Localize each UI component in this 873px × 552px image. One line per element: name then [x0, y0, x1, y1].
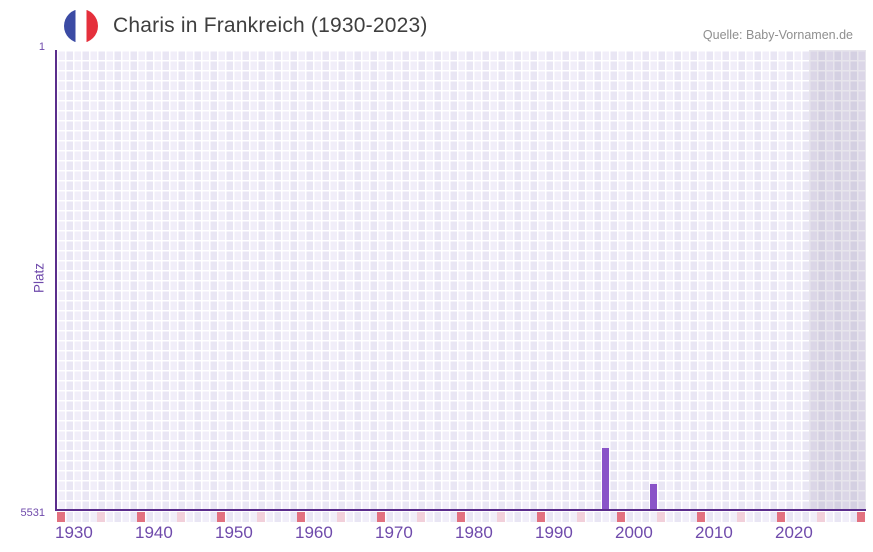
tick-strip-cell-2005: [657, 512, 665, 522]
x-tick-label-1990: 1990: [535, 523, 573, 542]
y-tick-min: 5531: [20, 507, 45, 519]
tick-strip-cell-1970: [377, 512, 385, 522]
x-tick-label-2020: 2020: [775, 523, 813, 542]
tick-strip-cell-2025: [817, 512, 825, 522]
rank-bar-2004[interactable]: [649, 483, 657, 510]
x-tick-label-1970: 1970: [375, 523, 413, 542]
x-tick-label-1980: 1980: [455, 523, 493, 542]
tick-strip-cell-2030: [857, 512, 865, 522]
tick-strip-cell-2010: [697, 512, 705, 522]
tick-strip-cell-1960: [297, 512, 305, 522]
rank-bar-1998[interactable]: [601, 447, 609, 510]
plot-area: [57, 50, 866, 510]
x-tick-label-1950: 1950: [215, 523, 253, 542]
tick-strip-cell-1965: [337, 512, 345, 522]
tick-strip-cell-1985: [497, 512, 505, 522]
x-axis-line: [55, 509, 866, 511]
tick-strip-cell-1940: [137, 512, 145, 522]
tick-strip-cell-1995: [577, 512, 585, 522]
x-tick-label-1940: 1940: [135, 523, 173, 542]
tick-strip-cell-1990: [537, 512, 545, 522]
france-flag-icon: [64, 9, 98, 43]
tick-strip-cell-2020: [777, 512, 785, 522]
tick-strip: [57, 512, 866, 522]
x-tick-label-2010: 2010: [695, 523, 733, 542]
x-tick-label-1930: 1930: [55, 523, 93, 542]
x-tick-label-2000: 2000: [615, 523, 653, 542]
x-tick-label-1960: 1960: [295, 523, 333, 542]
tick-strip-cell-1935: [97, 512, 105, 522]
y-tick-max: 1: [38, 41, 45, 53]
tick-strip-cell-2015: [737, 512, 745, 522]
tick-strip-cell-1950: [217, 512, 225, 522]
y-axis-label: Platz: [31, 262, 47, 294]
no-data-region: [809, 50, 866, 510]
chart-title: Charis in Frankreich (1930-2023): [113, 14, 428, 37]
tick-strip-cell-1980: [457, 512, 465, 522]
y-axis-line: [55, 50, 57, 511]
tick-strip-cell-1945: [177, 512, 185, 522]
tick-strip-cell-1975: [417, 512, 425, 522]
tick-strip-cell-2000: [617, 512, 625, 522]
tick-strip-cell-1930: [57, 512, 65, 522]
tick-strip-cell-1955: [257, 512, 265, 522]
source-attribution: Quelle: Baby-Vornamen.de: [702, 28, 853, 42]
